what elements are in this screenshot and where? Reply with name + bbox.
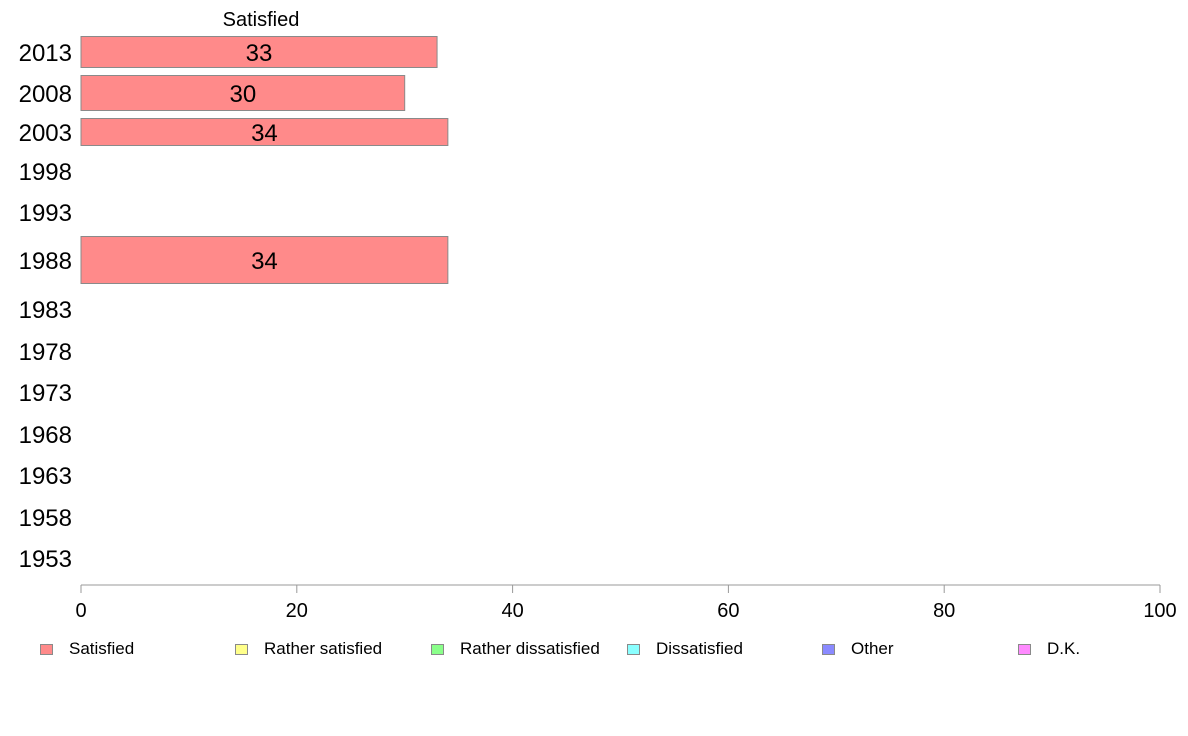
data-label-2008: 30 (229, 81, 256, 108)
x-tick-label-100: 100 (1143, 600, 1176, 622)
y-tick-label-2003: 2003 (19, 120, 72, 147)
y-tick-label-1953: 1953 (19, 546, 72, 573)
y-tick-label-1983: 1983 (19, 297, 72, 324)
data-label-2003: 34 (251, 120, 278, 147)
legend-swatch (235, 643, 248, 655)
y-tick-label-1963: 1963 (19, 463, 72, 490)
legend-swatch (822, 643, 835, 655)
y-tick-label-1978: 1978 (19, 339, 72, 366)
legend-swatch (431, 643, 444, 655)
y-tick-label-1958: 1958 (19, 505, 72, 532)
data-label-1988: 34 (251, 248, 278, 275)
legend-label: Other (851, 639, 894, 658)
legend-label: D.K. (1047, 639, 1081, 658)
bar-2003 (80, 118, 449, 146)
legend-swatch (627, 643, 640, 655)
legend-swatch (40, 643, 53, 655)
legend-label: Dissatisfied (656, 639, 743, 658)
bars: 33 30 34 34 (80, 36, 449, 284)
x-tick-label-0: 0 (75, 600, 86, 622)
x-tick-label-80: 80 (933, 600, 955, 622)
y-tick-label-2013: 2013 (19, 40, 72, 67)
y-tick-label-1968: 1968 (19, 422, 72, 449)
y-axis-labels: 2013 2008 2003 1998 1993 1988 1983 1978 1973 1968… (19, 40, 72, 573)
legend-label: Satisfied (69, 639, 135, 658)
bar-2008 (80, 75, 406, 111)
data-label-2013: 33 (246, 40, 273, 67)
legend-item-dissatisfied: Dissatisfied (627, 636, 743, 662)
x-axis: 0 20 40 60 80 100 (75, 584, 1177, 622)
y-tick-label-1988: 1988 (19, 248, 72, 275)
legend-label: Rather dissatisfied (460, 639, 600, 658)
legend-item-d-k: D.K. (1018, 636, 1080, 662)
y-tick-label-2008: 2008 (19, 81, 72, 108)
legend-item-other: Other (822, 636, 894, 662)
y-tick-label-1973: 1973 (19, 380, 72, 407)
legend-item-rather-dissatisfied: Rather dissatisfied (431, 636, 600, 662)
bar-2013 (80, 36, 438, 68)
legend-item-rather-satisfied: Rather satisfied (235, 636, 382, 662)
y-tick-label-1998: 1998 (19, 159, 72, 186)
series-title: Satisfied (223, 9, 300, 31)
bar-chart: Satisfied 2013 2008 2003 1998 1993 1988 1983 19… (19, 9, 1177, 622)
legend-label: Rather satisfied (264, 639, 383, 658)
x-tick-label-60: 60 (717, 600, 739, 622)
bar-1988 (80, 236, 449, 284)
y-tick-label-1993: 1993 (19, 200, 72, 227)
legend: Satisfied Rather satisfied Rather dissatis… (0, 636, 1188, 662)
x-tick-label-20: 20 (286, 600, 308, 622)
legend-swatch (1018, 643, 1031, 655)
legend-item-satisfied: Satisfied (40, 636, 134, 662)
x-tick-label-40: 40 (501, 600, 523, 622)
